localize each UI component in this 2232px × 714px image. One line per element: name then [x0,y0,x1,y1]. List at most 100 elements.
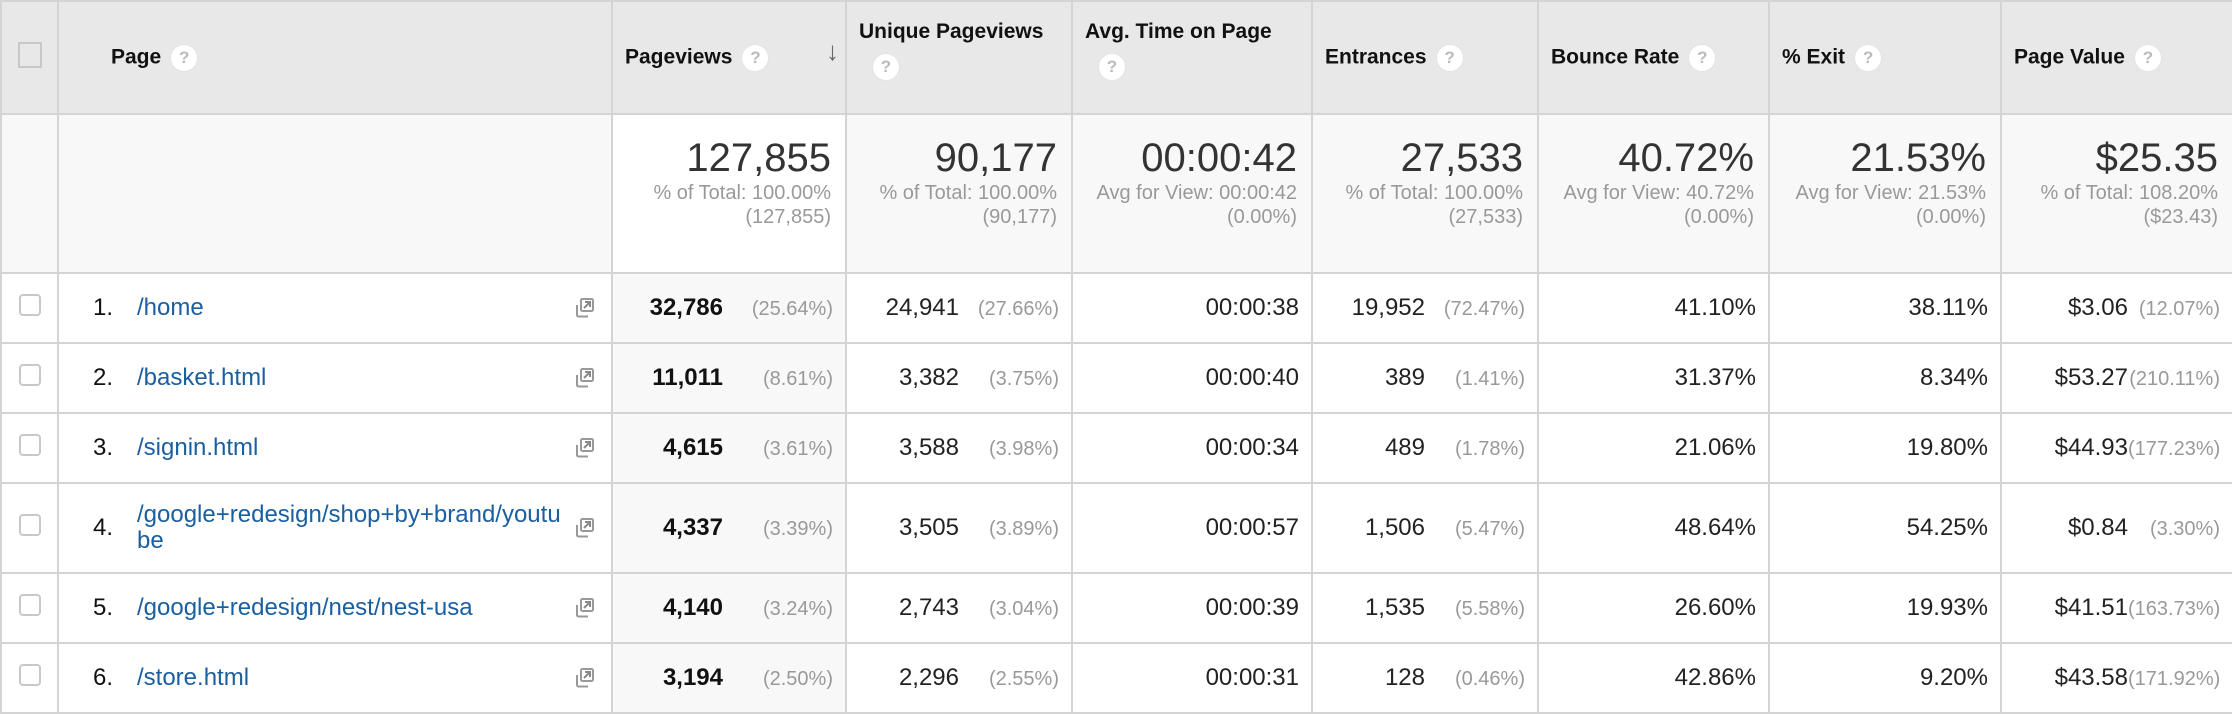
open-in-new-window-icon[interactable] [573,596,597,620]
row-rank: 6. [92,664,113,691]
table-row: 3. /signin.html 4,615 (3.61%) 3,588 (3.98%… [0,412,2232,484]
bounce-rate-cell: 21.06% [1537,412,1770,484]
row-checkbox[interactable] [18,433,41,456]
bounce-rate-cell: 26.60% [1537,572,1770,644]
column-label: Page Value [2014,45,2125,69]
open-in-new-window-icon[interactable] [573,666,597,690]
column-header-exit[interactable]: % Exit? [1768,0,2002,115]
exit-cell: 38.11% [1768,272,2002,344]
total-pageviews: 127,855% of Total: 100.00% (127,855) [611,113,847,274]
pageviews-cell: 4,140 (3.24%) [611,572,847,644]
column-label: Unique Pageviews [859,20,1044,43]
row-checkbox[interactable] [18,513,41,536]
open-in-new-window-icon[interactable] [573,516,597,540]
totals-page-cell [57,113,613,274]
exit-cell: 19.80% [1768,412,2002,484]
bounce-rate-cell: 42.86% [1537,642,1770,714]
total-avg-time: 00:00:42 Avg for View: 00:00:42 (0.00%) [1071,113,1313,274]
page-cell: 6. /store.html [57,642,613,714]
column-header-pageviews[interactable]: Pageviews? ↓ [611,0,847,115]
row-rank: 3. [92,434,113,461]
page-cell: 4. /google+redesign/shop+by+brand/youtub… [57,482,613,574]
table-row: 6. /store.html 3,194 (2.50%) 2,296 (2.55%)… [0,642,2232,714]
pageviews-cell: 32,786 (25.64%) [611,272,847,344]
avg-time-cell: 00:00:40 [1071,342,1313,414]
entrances-cell: 1,535 (5.58%) [1311,572,1539,644]
unique-pageviews-cell: 3,505 (3.89%) [845,482,1073,574]
page-link[interactable]: /basket.html [137,364,267,391]
entrances-cell: 489 (1.78%) [1311,412,1539,484]
exit-cell: 19.93% [1768,572,2002,644]
bounce-rate-cell: 31.37% [1537,342,1770,414]
row-checkbox[interactable] [18,293,41,316]
pageviews-cell: 4,337 (3.39%) [611,482,847,574]
page-link[interactable]: /store.html [137,664,250,691]
page-cell: 1. /home [57,272,613,344]
column-label: Bounce Rate [1551,45,1680,69]
page-link[interactable]: /google+redesign/shop+by+brand/youtube [137,501,561,554]
help-icon[interactable]: ? [2134,44,2161,71]
help-icon[interactable]: ? [1855,44,1882,71]
column-label: Page [111,45,162,69]
open-in-new-window-icon[interactable] [573,436,597,460]
row-rank: 2. [92,364,113,391]
unique-pageviews-cell: 2,296 (2.55%) [845,642,1073,714]
column-header-page[interactable]: Page? [57,0,613,115]
bounce-rate-cell: 41.10% [1537,272,1770,344]
page-cell: 2. /basket.html [57,342,613,414]
column-header-avg-time-on-page[interactable]: Avg. Time on Page? [1071,0,1313,115]
page-value-cell: $3.06 (12.07%) [2000,272,2232,344]
page-link[interactable]: /signin.html [137,434,259,461]
pageviews-cell: 4,615 (3.61%) [611,412,847,484]
column-label: Entrances [1325,45,1427,69]
select-all-checkbox[interactable] [17,41,42,68]
help-icon[interactable]: ? [171,44,198,71]
row-checkbox[interactable] [18,663,41,686]
table-row: 1. /home 32,786 (25.64%) 24,941 (27.66%) 0… [0,272,2232,344]
total-page-value: $25.35% of Total: 108.20% ($23.43) [2000,113,2232,274]
help-icon[interactable]: ? [1436,44,1463,71]
unique-pageviews-cell: 2,743 (3.04%) [845,572,1073,644]
column-label: Avg. Time on Page [1085,20,1272,43]
help-icon[interactable]: ? [1099,54,1125,80]
totals-row: 127,855% of Total: 100.00% (127,855) 90,… [0,113,2232,274]
table-row: 5. /google+redesign/nest/nest-usa 4,140(… [0,572,2232,644]
totals-checkbox-cell [0,113,59,274]
help-icon[interactable]: ? [742,44,769,71]
page-value-cell: $41.51(163.73%) [2000,572,2232,644]
column-header-entrances[interactable]: Entrances? [1311,0,1539,115]
page-link[interactable]: /google+redesign/nest/nest-usa [137,594,473,621]
avg-time-cell: 00:00:38 [1071,272,1313,344]
column-header-page-value[interactable]: Page Value? [2000,0,2232,115]
header-row: Page? Pageviews? ↓ Unique Pageviews? Avg.… [0,0,2232,115]
column-label: Pageviews [625,45,733,69]
row-checkbox[interactable] [18,363,41,386]
unique-pageviews-cell: 3,382 (3.75%) [845,342,1073,414]
page-value-cell: $44.93(177.23%) [2000,412,2232,484]
unique-pageviews-cell: 24,941 (27.66%) [845,272,1073,344]
help-icon[interactable]: ? [1689,44,1716,71]
help-icon[interactable]: ? [873,54,899,80]
row-checkbox-cell [0,482,59,574]
row-checkbox-cell [0,272,59,344]
select-all-cell [0,0,59,115]
avg-time-cell: 00:00:31 [1071,642,1313,714]
row-checkbox[interactable] [18,593,41,616]
page-link[interactable]: /home [137,294,204,321]
total-entrances: 27,533% of Total: 100.00% (27,533) [1311,113,1539,274]
column-header-unique-pageviews[interactable]: Unique Pageviews? [845,0,1073,115]
open-in-new-window-icon[interactable] [573,366,597,390]
unique-pageviews-cell: 3,588 (3.98%) [845,412,1073,484]
total-bounce-rate: 40.72% Avg for View: 40.72% (0.00%) [1537,113,1770,274]
column-label: % Exit [1782,45,1846,69]
avg-time-cell: 00:00:57 [1071,482,1313,574]
avg-time-cell: 00:00:34 [1071,412,1313,484]
page-value-cell: $43.58(171.92%) [2000,642,2232,714]
exit-cell: 8.34% [1768,342,2002,414]
total-unique-pageviews: 90,177% of Total: 100.00% (90,177) [845,113,1073,274]
sort-descending-icon[interactable]: ↓ [826,36,839,66]
open-in-new-window-icon[interactable] [573,296,597,320]
column-header-bounce-rate[interactable]: Bounce Rate? [1537,0,1770,115]
exit-cell: 54.25% [1768,482,2002,574]
